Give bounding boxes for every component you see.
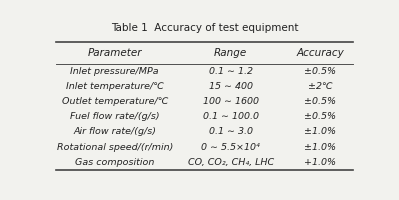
Text: Inlet temperature/℃: Inlet temperature/℃ <box>66 82 164 91</box>
Text: ±0.5%: ±0.5% <box>304 97 336 106</box>
Text: Outlet temperature/℃: Outlet temperature/℃ <box>61 97 168 106</box>
Text: 15 ∼ 400: 15 ∼ 400 <box>209 82 253 91</box>
Text: Inlet pressure/MPa: Inlet pressure/MPa <box>71 67 159 76</box>
Text: ±1.0%: ±1.0% <box>304 143 336 152</box>
Text: 0 ∼ 5.5×10⁴: 0 ∼ 5.5×10⁴ <box>201 143 260 152</box>
Text: Accuracy: Accuracy <box>296 48 344 58</box>
Text: 0.1 ∼ 100.0: 0.1 ∼ 100.0 <box>203 112 259 121</box>
Text: Parameter: Parameter <box>87 48 142 58</box>
Text: Air flow rate/(g/s): Air flow rate/(g/s) <box>73 127 156 136</box>
Text: Rotational speed/(r/min): Rotational speed/(r/min) <box>57 143 173 152</box>
Text: Range: Range <box>214 48 247 58</box>
Text: Table 1  Accuracy of test equipment: Table 1 Accuracy of test equipment <box>111 23 298 33</box>
Text: +1.0%: +1.0% <box>304 158 336 167</box>
Text: ±1.0%: ±1.0% <box>304 127 336 136</box>
Text: ±0.5%: ±0.5% <box>304 67 336 76</box>
Text: CO, CO₂, CH₄, LHC: CO, CO₂, CH₄, LHC <box>188 158 274 167</box>
Text: Gas composition: Gas composition <box>75 158 154 167</box>
Text: 0.1 ∼ 1.2: 0.1 ∼ 1.2 <box>209 67 253 76</box>
Text: Fuel flow rate/(g/s): Fuel flow rate/(g/s) <box>70 112 160 121</box>
Text: 100 ∼ 1600: 100 ∼ 1600 <box>203 97 259 106</box>
Text: ±0.5%: ±0.5% <box>304 112 336 121</box>
Text: 0.1 ∼ 3.0: 0.1 ∼ 3.0 <box>209 127 253 136</box>
Text: ±2℃: ±2℃ <box>308 82 333 91</box>
